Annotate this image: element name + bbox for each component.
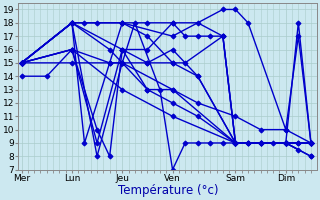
X-axis label: Température (°c): Température (°c) [117,184,218,197]
